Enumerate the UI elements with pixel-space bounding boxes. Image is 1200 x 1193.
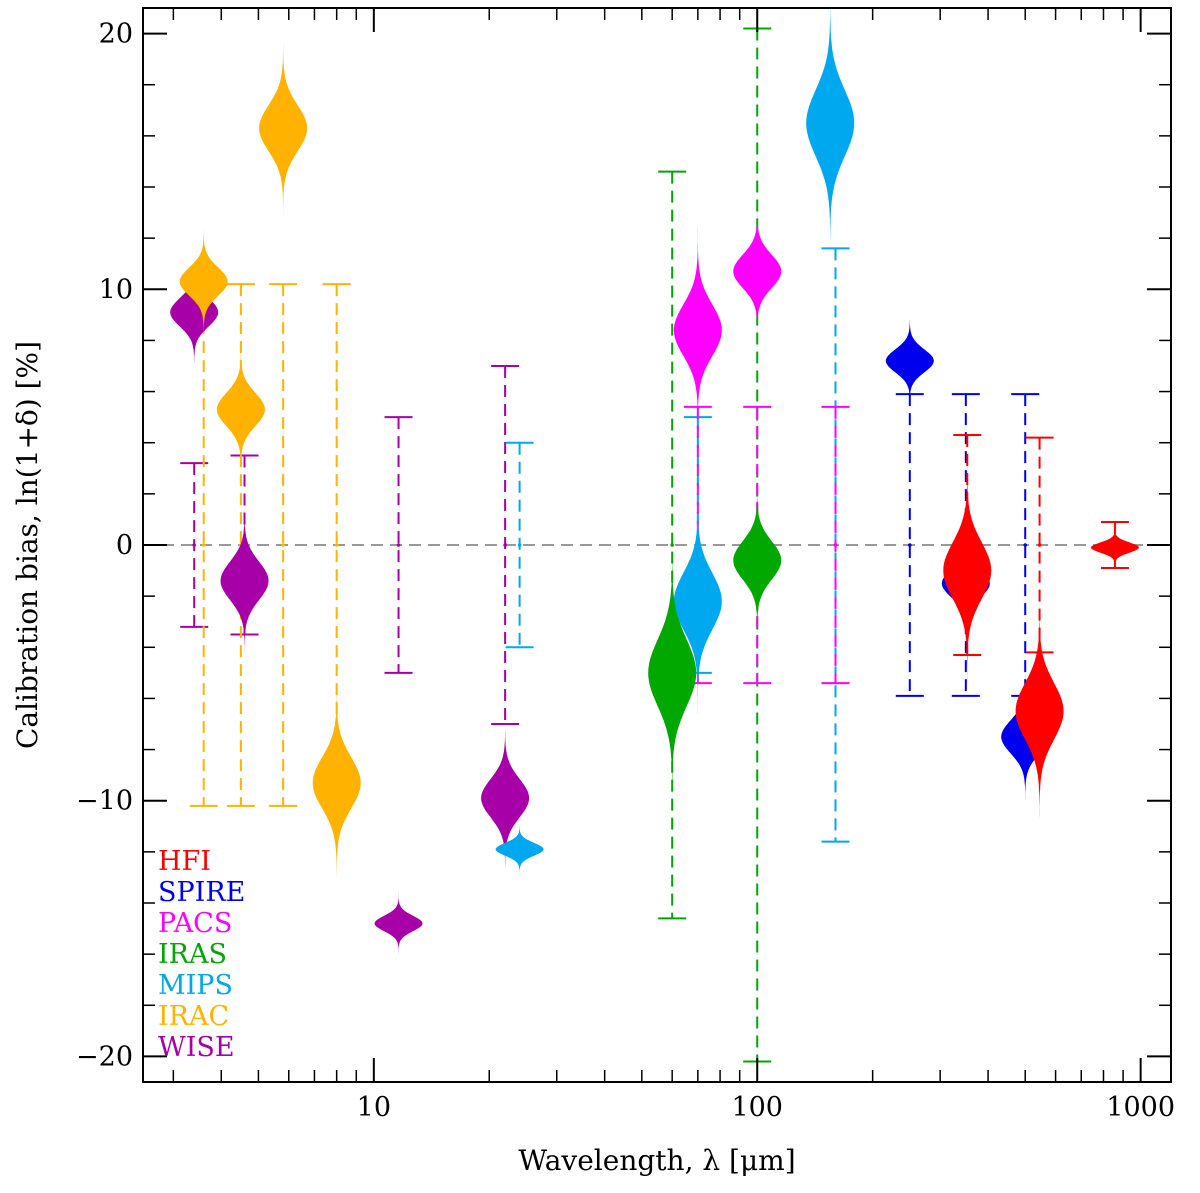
y-tick-label: −10 [76,786,133,817]
plot-frame [142,7,1172,1083]
error-bar-wise-3 [491,365,520,725]
legend-entry-mips: MIPS [158,970,233,1001]
error-bar-center-dot [281,543,285,547]
posterior-violin-pacs-14 [733,204,782,338]
legend-entry-irac: IRAC [158,1001,229,1032]
legend-entry-hfi: HFI [158,846,211,877]
error-bar-center-dot [503,543,507,547]
x-tick-label: 1000 [1106,1092,1175,1123]
x-tick-label: 10 [357,1092,391,1123]
error-bar-center-dot [396,543,401,547]
posterior-violin-spire-15 [885,314,934,407]
error-bar-center-dot [334,543,339,547]
posterior-violin-mips-9 [673,488,722,714]
posterior-violin-hfi-18 [943,458,992,684]
error-bar-center-dot [1037,543,1042,547]
error-bar-iras-11 [658,170,687,920]
tick-labels-group: 10 100 1000 −20 −10 0 10 20 [76,19,1175,1123]
posterior-violin-iras-11 [648,539,697,806]
x-tick-label: 100 [731,1092,783,1123]
error-bar-irac-6 [269,283,298,807]
error-bar-center-dot [192,543,196,547]
posterior-violin-hfi-20 [1090,527,1139,568]
y-tick-label: −20 [76,1041,133,1072]
posterior-violin-irac-4 [179,225,228,338]
posterior-violin-mips-10 [806,0,855,256]
posterior-violin-pacs-13 [673,227,722,433]
error-bar-center-dot [517,543,522,547]
y-tick-label: 10 [99,274,133,305]
posterior-violin-irac-6 [259,36,308,221]
posterior-violin-irac-7 [312,680,361,886]
posterior-violin-wise-0 [170,256,219,369]
error-bar-center-dot [833,543,838,547]
axis-ticks-group [143,8,1171,1082]
error-bar-pacs-15 [821,405,850,685]
error-bar-center-dot [670,543,674,547]
posterior-violin-mips-8 [495,823,544,875]
posterior-violin-hfi-19 [1015,598,1064,824]
y-axis-title: Calibration bias, ln(1+δ) [%] [11,341,44,749]
legend-entry-pacs: PACS [158,908,232,939]
error-bar-mips-8 [505,441,534,649]
y-tick-label: 0 [116,530,133,561]
posterior-violin-irac-5 [216,343,265,476]
posterior-violin-iras-12 [733,483,782,638]
error-bar-wise-2 [384,416,413,674]
legend-entry-iras: IRAS [158,939,227,970]
error-bar-center-dot [908,543,912,547]
error-bar-center-dot [1023,543,1028,547]
y-tick-label: 20 [99,19,133,50]
posterior-violin-wise-3 [481,721,530,875]
posterior-violins-group [170,0,1139,955]
posterior-violin-wise-1 [220,504,269,658]
error-bar-center-dot [201,543,206,547]
legend-entry-wise: WISE [158,1032,235,1063]
posterior-violin-wise-2 [374,892,423,955]
x-axis-title: Wavelength, λ [μm] [518,1144,795,1177]
legend-entry-spire: SPIRE [158,877,245,908]
